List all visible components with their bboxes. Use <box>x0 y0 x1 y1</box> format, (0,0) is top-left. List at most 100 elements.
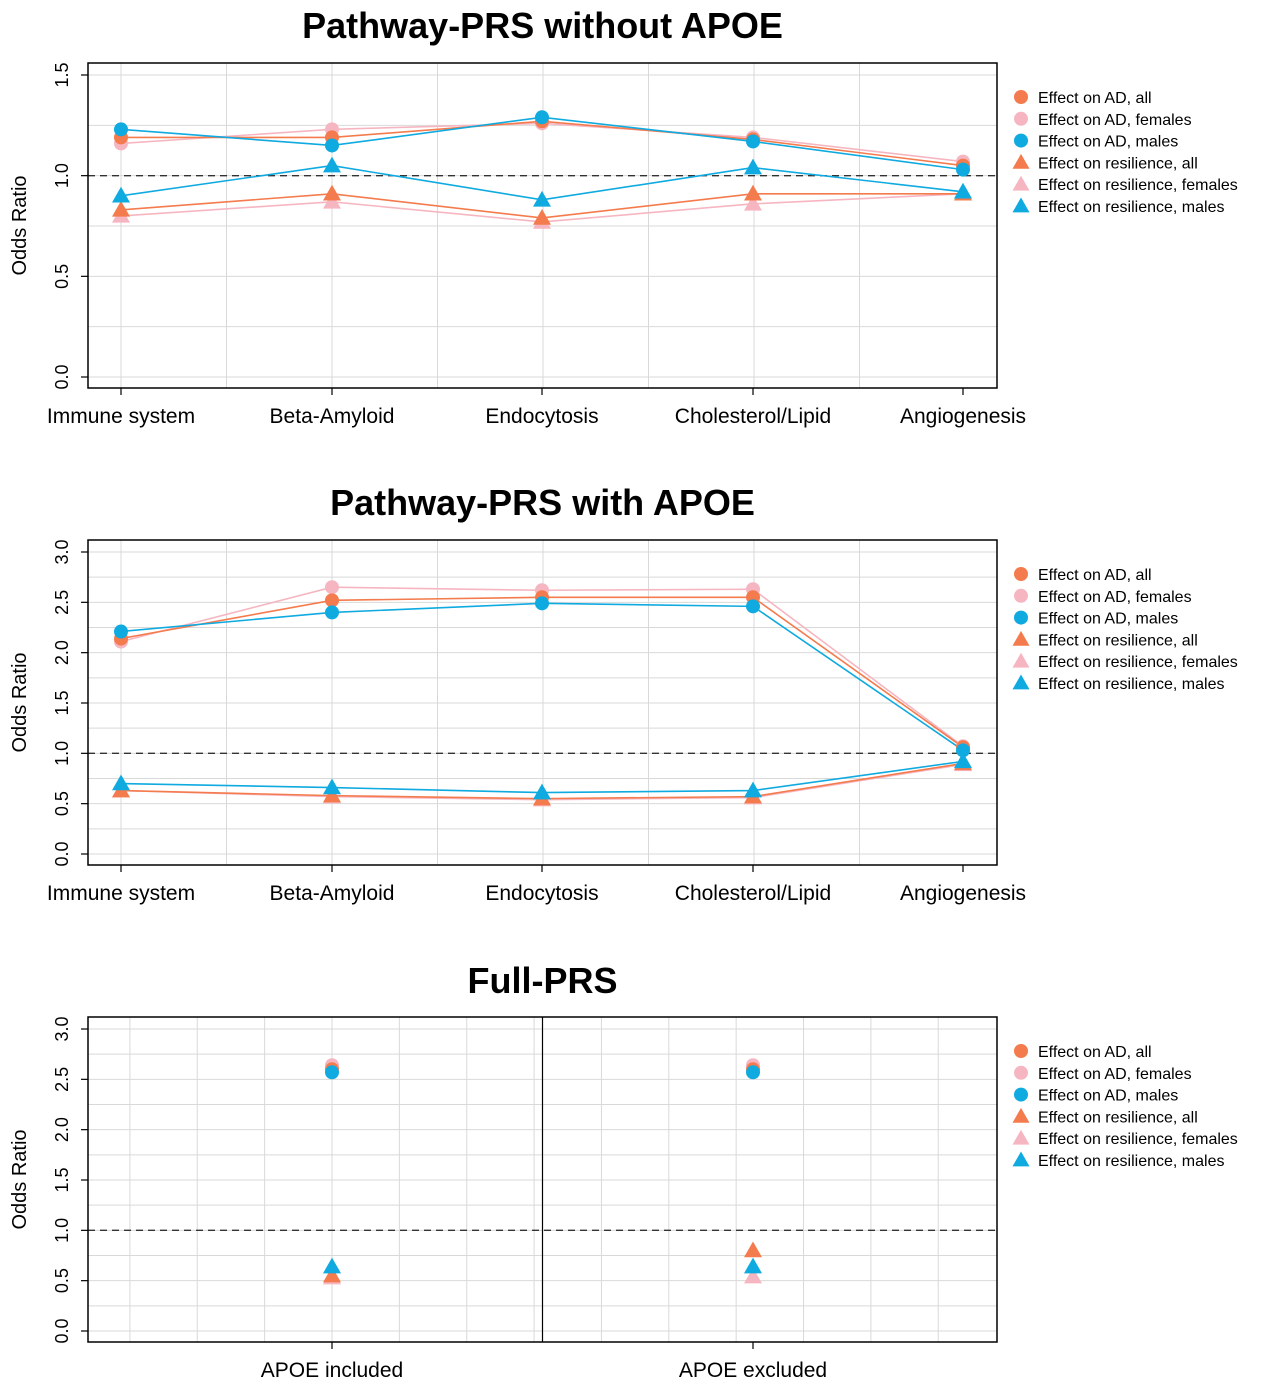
x-tick-label: Immune system <box>47 405 195 428</box>
y-tick-label: 0.0 <box>52 1318 72 1343</box>
y-tick-label: 1.5 <box>52 62 72 87</box>
y-tick-label: 0.5 <box>52 264 72 289</box>
x-axis: Immune system Beta-Amyloid Endocytosis Chol… <box>47 388 1026 428</box>
legend-entry: Effect on AD, females <box>1038 589 1192 606</box>
data-point <box>746 599 760 613</box>
legend-entry: Effect on resilience, all <box>1038 1109 1198 1126</box>
data-point <box>323 1258 341 1274</box>
x-axis: Immune system Beta-Amyloid Endocytosis Chol… <box>47 865 1026 905</box>
data-point <box>746 1065 760 1079</box>
x-tick-label: Angiogenesis <box>900 882 1026 905</box>
data-point <box>114 122 128 136</box>
legend-marker <box>1014 589 1028 603</box>
y-tick-label: 1.5 <box>52 1167 72 1192</box>
y-tick-label: 0.0 <box>52 364 72 389</box>
y-tick-label: 0.5 <box>52 1268 72 1293</box>
data-point <box>323 157 341 173</box>
data-point <box>744 185 762 201</box>
legend-entry: Effect on resilience, females <box>1038 654 1238 671</box>
y-tick-label: 1.0 <box>52 1218 72 1243</box>
chart-panel-2: Pathway-PRS with APOE 0.0 0.5 1.0 1.5 2.0 2.5 3… <box>9 482 1238 905</box>
y-axis: 0.0 0.5 1.0 1.5 2.0 2.5 3.0 <box>52 1016 88 1343</box>
x-tick-label: Beta-Amyloid <box>270 405 395 428</box>
legend: Effect on AD, allEffect on AD, femalesEf… <box>1013 90 1238 216</box>
y-axis: 0.0 0.5 1.0 1.5 2.0 2.5 3.0 <box>52 539 88 866</box>
legend-entry: Effect on AD, all <box>1038 1044 1152 1061</box>
data-point <box>112 775 130 791</box>
chart-title: Pathway-PRS with APOE <box>330 482 755 523</box>
data-point <box>744 1258 762 1274</box>
x-tick-label: Cholesterol/Lipid <box>675 405 831 428</box>
x-tick-label: Immune system <box>47 882 195 905</box>
data-point <box>744 1241 762 1257</box>
chart-title: Pathway-PRS without APOE <box>302 5 783 46</box>
legend-entry: Effect on resilience, males <box>1038 199 1224 216</box>
legend-marker <box>1013 675 1030 690</box>
y-tick-label: 3.0 <box>52 539 72 564</box>
legend: Effect on AD, all Effect on AD, females Ef… <box>1013 1044 1238 1170</box>
data-point <box>325 580 339 594</box>
x-tick-label: Endocytosis <box>485 405 598 428</box>
legend-marker <box>1014 90 1028 104</box>
legend-entry: Effect on resilience, all <box>1038 155 1198 172</box>
x-tick-label: APOE included <box>261 1359 403 1380</box>
legend-entry: Effect on resilience, all <box>1038 632 1198 649</box>
data-point <box>323 185 341 201</box>
y-tick-label: 2.5 <box>52 590 72 615</box>
data-point <box>746 134 760 148</box>
legend-entry: Effect on AD, all <box>1038 567 1152 584</box>
x-tick-label: Endocytosis <box>485 882 598 905</box>
x-tick-label: Cholesterol/Lipid <box>675 882 831 905</box>
legend-marker <box>1013 1130 1030 1145</box>
legend-marker <box>1013 198 1030 213</box>
legend-entry: Effect on AD, males <box>1038 611 1178 628</box>
legend-marker <box>1014 1088 1028 1102</box>
y-tick-label: 0.0 <box>52 841 72 866</box>
legend-marker <box>1013 631 1030 646</box>
series-group <box>112 580 972 806</box>
y-tick-label: 1.0 <box>52 741 72 766</box>
y-axis-label: Odds Ratio <box>9 175 31 275</box>
x-tick-label: Angiogenesis <box>900 405 1026 428</box>
y-tick-label: 0.5 <box>52 791 72 816</box>
legend-marker <box>1013 176 1030 191</box>
legend-entry: Effect on AD, males <box>1038 1088 1178 1105</box>
data-point <box>535 110 549 124</box>
series-group <box>112 110 972 228</box>
data-point <box>325 605 339 619</box>
y-tick-label: 2.0 <box>52 1117 72 1142</box>
legend-marker <box>1014 134 1028 148</box>
x-tick-label: APOE excluded <box>679 1359 827 1380</box>
legend-entry: Effect on resilience, males <box>1038 676 1224 693</box>
data-point <box>325 593 339 607</box>
data-point <box>744 159 762 175</box>
y-axis-label: Odds Ratio <box>9 1129 31 1229</box>
y-tick-label: 3.0 <box>52 1016 72 1041</box>
data-point <box>323 779 341 795</box>
data-point <box>533 784 551 800</box>
legend-entry: Effect on resilience, females <box>1038 1131 1238 1148</box>
legend-entry: Effect on resilience, males <box>1038 1153 1224 1170</box>
legend-marker <box>1013 1108 1030 1123</box>
legend-marker <box>1014 611 1028 625</box>
legend-marker <box>1013 1152 1030 1167</box>
legend-marker <box>1014 567 1028 581</box>
y-axis: 0.0 0.5 1.0 1.5 <box>52 62 88 389</box>
legend-entry: Effect on resilience, females <box>1038 177 1238 194</box>
legend-marker <box>1014 112 1028 126</box>
chart-panel-1: Pathway-PRS without APOE 0.0 0.5 1.0 1.5 Odds… <box>9 5 1238 428</box>
chart-panel-3: Full-PRS 0.0 0.5 1.0 1.5 2.0 2.5 3.0 Odds Ratio A… <box>9 960 1238 1380</box>
y-tick-label: 2.5 <box>52 1067 72 1092</box>
data-point <box>325 1065 339 1079</box>
legend-marker <box>1014 1044 1028 1058</box>
data-point <box>114 625 128 639</box>
y-axis-label: Odds Ratio <box>9 652 31 752</box>
series-line <box>121 587 963 746</box>
data-point <box>535 596 549 610</box>
legend: Effect on AD, all Effect on AD, females Ef… <box>1013 567 1238 693</box>
x-axis: APOE included APOE excluded <box>261 1342 827 1380</box>
chart-title: Full-PRS <box>468 960 618 1001</box>
legend-entry: Effect on AD, females <box>1038 1066 1192 1083</box>
y-tick-label: 2.0 <box>52 640 72 665</box>
